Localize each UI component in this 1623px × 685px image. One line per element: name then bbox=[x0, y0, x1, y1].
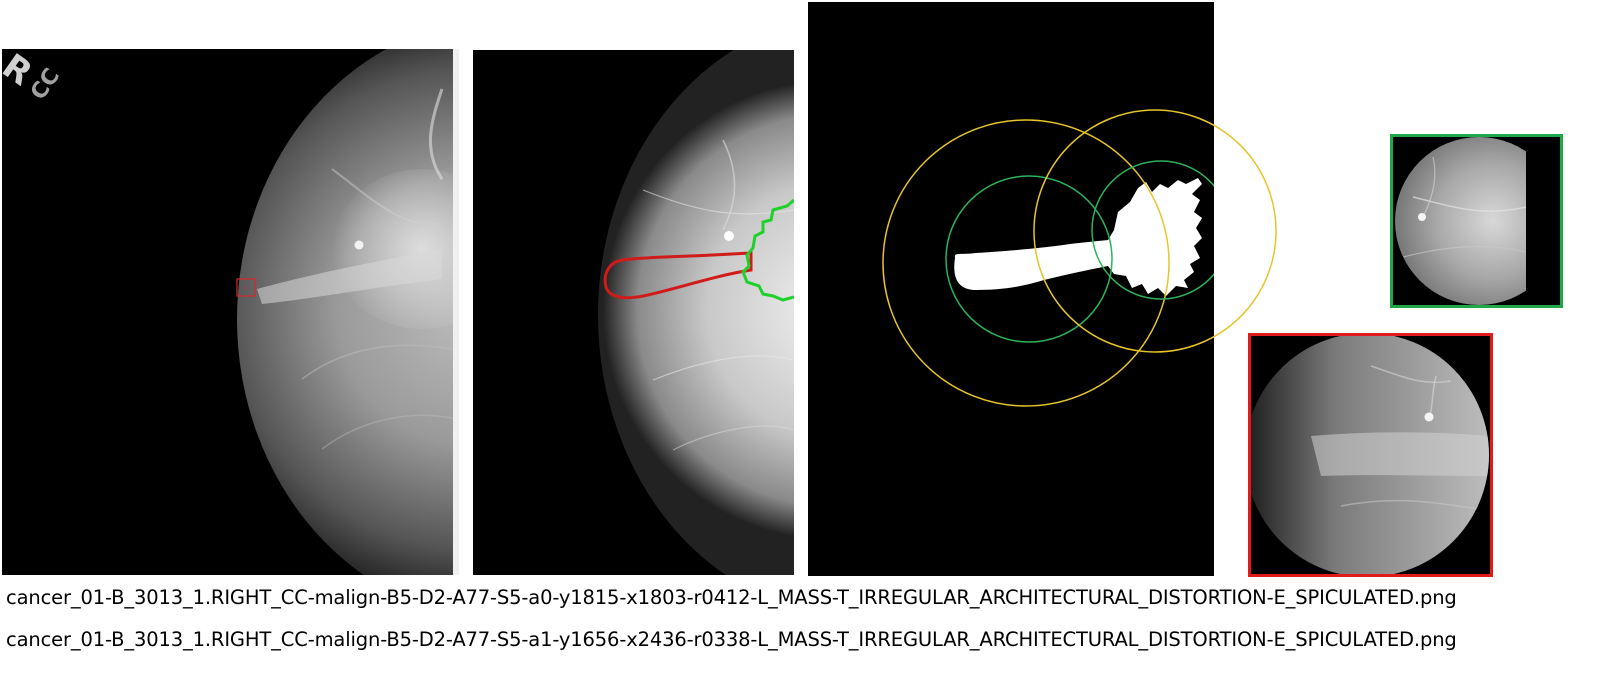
patch-a1-image bbox=[1390, 134, 1563, 308]
lesion-mask bbox=[954, 178, 1202, 296]
inner-ring-a0 bbox=[945, 175, 1113, 343]
mask-view-image bbox=[808, 2, 1214, 576]
caption-a1: cancer_01-B_3013_1.RIGHT_CC-malign-B5-D2… bbox=[6, 628, 1457, 651]
outer-ring-a1 bbox=[1033, 109, 1277, 353]
patch-a0-image bbox=[1248, 333, 1493, 577]
outer-ring-a0 bbox=[882, 119, 1170, 407]
contour-view-image bbox=[473, 50, 794, 575]
full-mammogram-image: R CC bbox=[2, 49, 459, 575]
lesion-outline-a1 bbox=[741, 198, 794, 302]
inner-ring-a1 bbox=[1091, 160, 1214, 300]
caption-a0: cancer_01-B_3013_1.RIGHT_CC-malign-B5-D2… bbox=[6, 586, 1457, 609]
roi-box bbox=[236, 278, 256, 297]
lesion-outline-a0 bbox=[603, 251, 753, 300]
